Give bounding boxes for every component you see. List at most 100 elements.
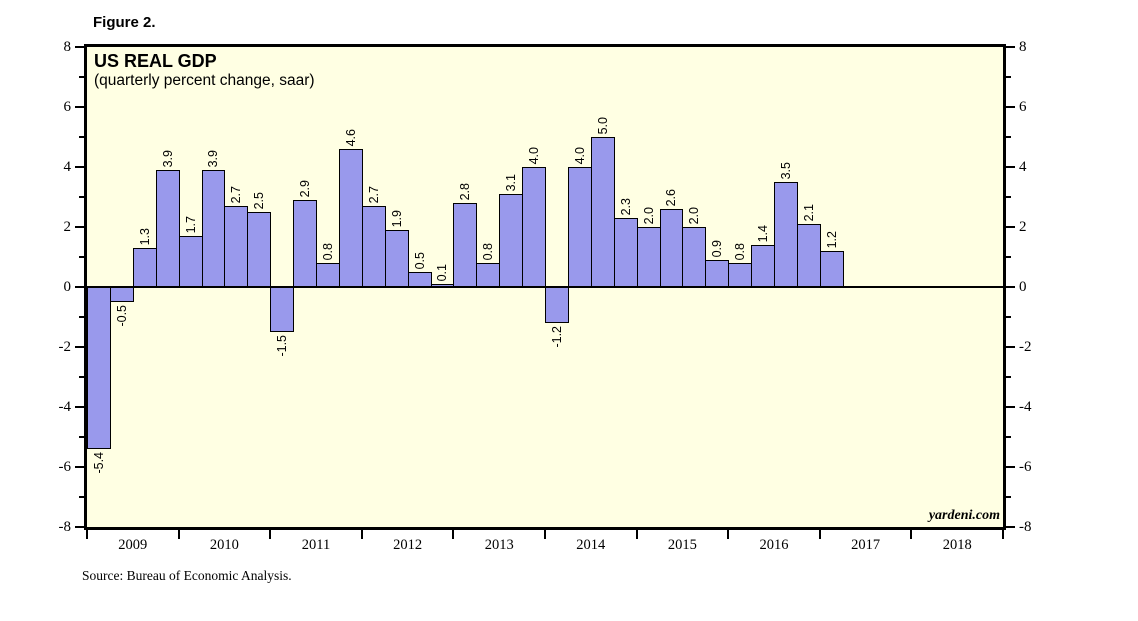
y-axis-tick-right [1006, 346, 1015, 348]
y-axis-label-right: -8 [1019, 519, 1032, 535]
x-axis-year-label: 2015 [667, 537, 697, 553]
y-axis-tick-right [1006, 256, 1011, 258]
bar-value-label: 2.1 [801, 203, 816, 221]
gdp-bar [774, 182, 798, 287]
gdp-bar [270, 287, 294, 332]
bar-value-label: 4.0 [526, 146, 541, 164]
x-axis-year-label: 2011 [301, 537, 331, 553]
y-axis-tick-right [1006, 436, 1011, 438]
bar-value-label: 1.2 [824, 230, 839, 248]
gdp-bar [179, 236, 203, 287]
gdp-bar [408, 272, 432, 287]
bar-value-label: 2.9 [297, 179, 312, 197]
bar-value-label-wrap: -5.4 [87, 452, 111, 474]
x-axis-year-label: 2018 [942, 537, 972, 553]
y-axis-label-left: 6 [63, 99, 72, 115]
x-axis-year-label: 2009 [118, 537, 148, 553]
y-axis-label-right: 6 [1019, 99, 1027, 115]
bar-value-label: 2.5 [251, 191, 266, 209]
x-axis-tick [910, 530, 912, 539]
watermark: yardeni.com [928, 508, 1000, 523]
y-axis-tick-right [1006, 46, 1015, 48]
y-axis-tick-left [75, 526, 84, 528]
bar-value-label: 2.7 [366, 185, 381, 203]
y-axis-tick-left [79, 496, 84, 498]
y-axis-tick-right [1006, 166, 1015, 168]
bar-value-label: 4.0 [572, 146, 587, 164]
gdp-bar [453, 203, 477, 287]
bar-value-label: -5.4 [91, 452, 106, 474]
gdp-bar [362, 206, 386, 287]
y-axis-tick-right [1006, 526, 1015, 528]
bar-value-label: 2.0 [641, 206, 656, 224]
y-axis-tick-left [79, 256, 84, 258]
gdp-bar [156, 170, 180, 287]
y-axis-tick-right [1006, 196, 1011, 198]
x-axis-tick [819, 530, 821, 539]
gdp-bar [293, 200, 317, 287]
bar-value-label: 0.9 [709, 239, 724, 257]
y-axis-tick-right [1006, 226, 1015, 228]
chart-title: US REAL GDP [94, 51, 217, 71]
gdp-bar [316, 263, 340, 287]
bar-value-label-wrap: 3.5 [774, 162, 798, 179]
x-axis-year-label: 2012 [393, 537, 423, 553]
bar-value-label: 2.7 [228, 185, 243, 203]
bar-value-label: 0.1 [435, 263, 450, 281]
y-axis-tick-left [75, 46, 84, 48]
bar-value-label-wrap: 1.4 [751, 225, 775, 242]
y-axis-tick-left [79, 76, 84, 78]
chart-subtitle: (quarterly percent change, saar) [94, 72, 315, 89]
bar-value-label-wrap: 2.0 [682, 207, 706, 224]
bar-value-label: 3.9 [160, 149, 175, 167]
x-axis-year-label: 2010 [209, 537, 239, 553]
x-axis-year-label: 2013 [484, 537, 514, 553]
y-axis-tick-left [79, 196, 84, 198]
x-axis-tick [452, 530, 454, 539]
bar-value-label: 3.5 [778, 161, 793, 179]
x-axis-tick [727, 530, 729, 539]
y-axis-tick-left [75, 166, 84, 168]
x-axis-year-label: 2016 [759, 537, 789, 553]
bar-value-label: 2.3 [618, 197, 633, 215]
gdp-bar [133, 248, 157, 287]
gdp-bar [637, 227, 661, 287]
bar-value-label-wrap: 4.6 [339, 129, 363, 146]
y-axis-label-left: -6 [58, 459, 72, 475]
bar-value-label-wrap: 2.1 [797, 204, 821, 221]
y-axis-tick-right [1006, 106, 1015, 108]
y-axis-tick-right [1006, 406, 1015, 408]
bar-value-label-wrap: 0.8 [316, 243, 340, 260]
gdp-bar [202, 170, 225, 287]
y-axis-tick-left [79, 316, 84, 318]
bar-value-label-wrap: 0.1 [431, 264, 454, 281]
source-note: Source: Bureau of Economic Analysis. [82, 568, 292, 583]
bar-value-label: 0.8 [320, 242, 335, 260]
gdp-bar [568, 167, 592, 287]
y-axis-tick-left [79, 136, 84, 138]
gdp-bar [110, 287, 134, 302]
x-axis-tick [636, 530, 638, 539]
bar-value-label-wrap: 4.0 [568, 147, 592, 164]
bar-value-label-wrap: 2.8 [453, 183, 477, 200]
figure-label: Figure 2. [93, 14, 156, 31]
bar-value-label: 1.7 [183, 215, 198, 233]
bar-value-label: 1.4 [755, 224, 770, 242]
x-axis-tick [361, 530, 363, 539]
bar-value-label: 0.5 [412, 251, 427, 269]
bar-value-label-wrap: 2.0 [637, 207, 661, 224]
y-axis-label-right: 2 [1019, 219, 1027, 235]
y-axis-label-left: 2 [63, 219, 72, 235]
bar-value-label-wrap: 3.9 [202, 150, 225, 167]
y-axis-label-right: -6 [1019, 459, 1032, 475]
gdp-bar [247, 212, 271, 287]
x-axis-year-label: 2014 [576, 537, 606, 553]
y-axis-tick-left [75, 106, 84, 108]
bar-value-label: 0.8 [732, 242, 747, 260]
y-axis-label-right: 4 [1019, 159, 1027, 175]
gdp-bar [499, 194, 523, 287]
bar-value-label-wrap: 2.6 [660, 189, 683, 206]
gdp-bar [591, 137, 615, 287]
x-axis-tick [544, 530, 546, 539]
bar-value-label-wrap: 0.5 [408, 252, 432, 269]
